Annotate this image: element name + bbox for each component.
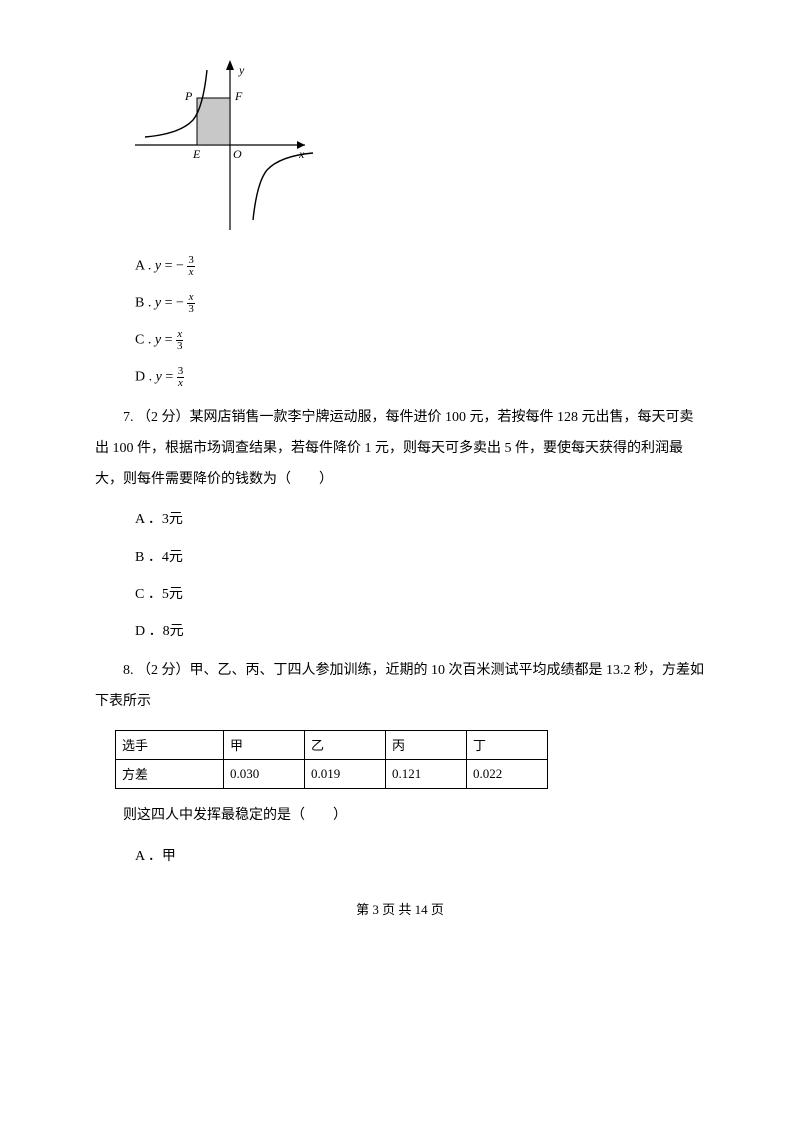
table-cell: 0.121 (386, 759, 467, 788)
q8-option-a: A ．甲 (135, 844, 705, 869)
table-cell: 丁 (467, 730, 548, 759)
math-mid: = (162, 370, 177, 385)
point-e-label: E (192, 147, 201, 161)
math-mid: = − (161, 259, 187, 274)
page-footer: 第 3 页 共 14 页 (95, 899, 705, 918)
math-frac: 3x (187, 255, 195, 278)
option-prefix: B . (135, 296, 151, 311)
q6-option-a: A . y = − 3x (135, 255, 705, 278)
q8-text: 8. （2 分）甲、乙、丙、丁四人参加训练，近期的 10 次百米测试平均成绩都是… (95, 656, 705, 718)
math-frac: x3 (176, 329, 184, 352)
q7-option-d: D ．8元 (135, 619, 705, 644)
math-frac: x3 (187, 292, 195, 315)
q6-graph: y x P F E O (135, 60, 705, 235)
table-cell: 0.030 (224, 759, 305, 788)
table-cell: 甲 (224, 730, 305, 759)
table-cell: 0.022 (467, 759, 548, 788)
option-prefix: C . (135, 333, 151, 348)
q7-text: 7. （2 分）某网店销售一款李宁牌运动服，每件进价 100 元，若按每件 12… (95, 403, 705, 495)
math-frac: 3x (177, 366, 185, 389)
q8-table: 选手 甲 乙 丙 丁 方差 0.030 0.019 0.121 0.022 (115, 730, 548, 789)
math-mid: = − (161, 296, 187, 311)
table-cell: 乙 (305, 730, 386, 759)
axis-x-label: x (298, 147, 305, 161)
q6-option-c: C . y = x3 (135, 329, 705, 352)
q8-after: 则这四人中发挥最稳定的是（ ） (95, 801, 705, 832)
q6-option-b: B . y = − x3 (135, 292, 705, 315)
point-f-label: F (234, 89, 243, 103)
table-row: 方差 0.030 0.019 0.121 0.022 (116, 759, 548, 788)
q6-option-d: D . y = 3x (135, 366, 705, 389)
point-o-label: O (233, 147, 242, 161)
axis-y-label: y (238, 63, 245, 77)
option-prefix: A . (135, 259, 151, 274)
table-cell: 丙 (386, 730, 467, 759)
table-row: 选手 甲 乙 丙 丁 (116, 730, 548, 759)
option-prefix: D . (135, 370, 152, 385)
table-cell: 选手 (116, 730, 224, 759)
point-p-label: P (184, 89, 193, 103)
table-cell: 0.019 (305, 759, 386, 788)
math-mid: = (161, 333, 176, 348)
table-cell: 方差 (116, 759, 224, 788)
q7-option-b: B ．4元 (135, 545, 705, 570)
q7-option-c: C ．5元 (135, 582, 705, 607)
q7-option-a: A ．3元 (135, 507, 705, 532)
